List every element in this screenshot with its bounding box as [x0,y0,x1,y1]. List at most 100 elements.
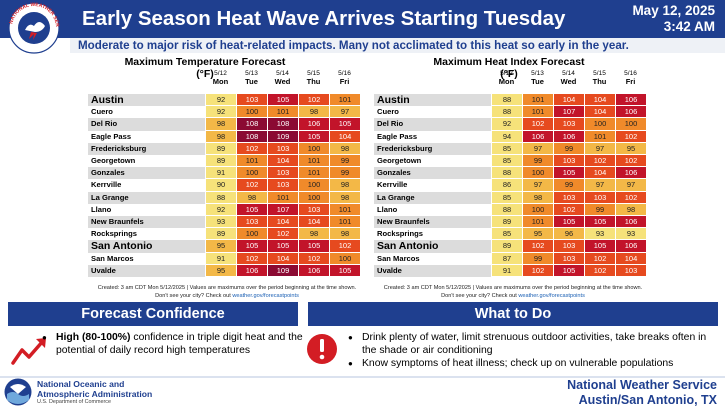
max-temp-value-cell: 101 [236,155,267,168]
max-temp-value-cell: 101 [267,106,298,119]
max-temp-value-cell: 98 [205,130,236,143]
max-temp-value-cell: 90 [205,179,236,192]
heat-index-value-cell: 104 [553,94,584,107]
heat-index-value-cell: 102 [615,155,646,168]
heat-index-value-cell: 97 [522,179,553,192]
max-temp-value-cell: 100 [298,179,329,192]
city-name: Rocksprings [377,229,423,239]
city-name: Fredericksburg [374,142,491,155]
heat-index-value-cell: 97 [522,142,553,155]
noaa-dept: U.S. Department of Commerce [37,399,111,405]
max-temp-value-cell: 89 [205,155,236,168]
city-name: Llano [91,204,112,214]
max-temp-value-cell: 106 [298,118,329,131]
heat-index-table-row: New Braunfels 89 101 105 105 106 [374,216,646,229]
city-name: Georgetown [377,156,422,165]
city-name: Eagle Pass [91,131,132,141]
city-name: Kerrville [91,180,122,190]
max-temp-value-cell: 98 [329,228,360,241]
heat-index-value-cell: 97 [584,179,615,192]
max-temp-value-cell: 103 [267,179,298,192]
max-temp-table-row: La Grange 88 98 101 100 98 [88,191,360,204]
max-temp-value-cell: 106 [298,264,329,277]
heat-index-table-row: Kerrville 86 97 99 97 97 [374,179,646,192]
max-temp-value-cell: 89 [205,228,236,241]
max-temp-day-header: 5/13 Tue [245,70,258,86]
forecast-points-link[interactable]: weather.gov/forecastpoints [518,293,585,299]
heat-index-value-cell: 98 [615,203,646,216]
heat-index-value-cell: 103 [553,155,584,168]
max-temp-value-cell: 105 [267,94,298,107]
max-temp-value-cell: 92 [205,203,236,216]
max-temp-day-header: 5/12 Mon [212,70,229,86]
max-temp-value-cell: 101 [329,203,360,216]
city-name: New Braunfels [88,216,205,229]
heat-index-value-cell: 101 [522,216,553,229]
max-temp-value-cell: 109 [267,264,298,277]
page-title: Early Season Heat Wave Arrives Starting … [82,7,566,30]
city-name: San Antonio [374,240,491,253]
alert-icon [307,334,337,364]
heat-index-value-cell: 95 [615,142,646,155]
heat-index-table-row: Uvalde 91 102 105 102 103 [374,264,646,277]
max-temp-value-cell: 103 [267,167,298,180]
heat-index-table-row: Rocksprings 85 95 96 93 93 [374,228,646,241]
city-name: Georgetown [91,156,136,165]
max-temp-value-cell: 98 [236,191,267,204]
max-temp-value-cell: 104 [267,216,298,229]
city-name: Fredericksburg [88,142,205,155]
heat-index-table-row: Llano 88 100 102 99 98 [374,203,646,216]
heat-index-value-cell: 103 [615,264,646,277]
what-to-do-heading: What to Do [308,302,718,326]
max-temp-value-cell: 100 [298,191,329,204]
max-temp-value-cell: 99 [329,167,360,180]
city-name: Llano [377,204,398,214]
heat-index-value-cell: 88 [491,203,522,216]
max-temp-table-row: Kerrville 90 102 103 100 98 [88,179,360,192]
heat-index-value-cell: 105 [553,216,584,229]
forecast-points-link[interactable]: weather.gov/forecastpoints [232,293,299,299]
heat-index-value-cell: 105 [584,216,615,229]
max-temp-footnote: Created: 3 am CDT Mon 5/12/2025 | Values… [97,285,357,299]
heat-index-value-cell: 99 [522,155,553,168]
city-name: Austin [374,94,491,107]
heat-index-value-cell: 101 [522,94,553,107]
max-temp-value-cell: 100 [236,167,267,180]
city-name: San Marcos [91,253,134,263]
heat-index-value-cell: 99 [522,252,553,265]
city-name: La Grange [88,191,205,204]
city-name: Cuero [377,107,399,117]
heat-index-value-cell: 93 [584,228,615,241]
max-temp-value-cell: 99 [329,155,360,168]
city-name: Uvalde [88,264,205,277]
heat-index-value-cell: 89 [491,216,522,229]
max-temp-value-cell: 103 [267,142,298,155]
max-temp-table-row: Eagle Pass 98 108 109 105 104 [88,130,360,143]
forecast-confidence-heading: Forecast Confidence [8,302,298,326]
heat-index-value-cell: 102 [584,252,615,265]
heat-index-value-cell: 105 [584,240,615,253]
heat-index-value-cell: 102 [584,264,615,277]
max-temp-value-cell: 92 [205,94,236,107]
heat-index-table-row: Fredericksburg 85 97 99 97 95 [374,142,646,155]
heat-index-value-cell: 105 [553,167,584,180]
heat-index-value-cell: 89 [491,240,522,253]
max-temp-value-cell: 101 [298,167,329,180]
max-temp-value-cell: 102 [329,240,360,253]
max-temp-value-cell: 104 [267,252,298,265]
heat-index-value-cell: 103 [553,118,584,131]
max-temp-value-cell: 102 [236,142,267,155]
subtitle-banner: Moderate to major risk of heat-related i… [70,38,725,53]
city-name: Eagle Pass [377,131,418,141]
max-temp-day-header: 5/14 Wed [274,70,291,86]
heat-index-value-cell: 85 [491,228,522,241]
heat-index-table-row: Georgetown 85 99 103 102 102 [374,155,646,168]
heat-index-value-cell: 99 [553,142,584,155]
max-temp-value-cell: 93 [205,216,236,229]
city-name: Austin [88,94,205,107]
noaa-logo-icon [4,378,32,406]
heat-index-value-cell: 95 [522,228,553,241]
max-temp-value-cell: 108 [267,118,298,131]
city-name: Del Rio [374,118,491,131]
heat-index-value-cell: 106 [615,240,646,253]
